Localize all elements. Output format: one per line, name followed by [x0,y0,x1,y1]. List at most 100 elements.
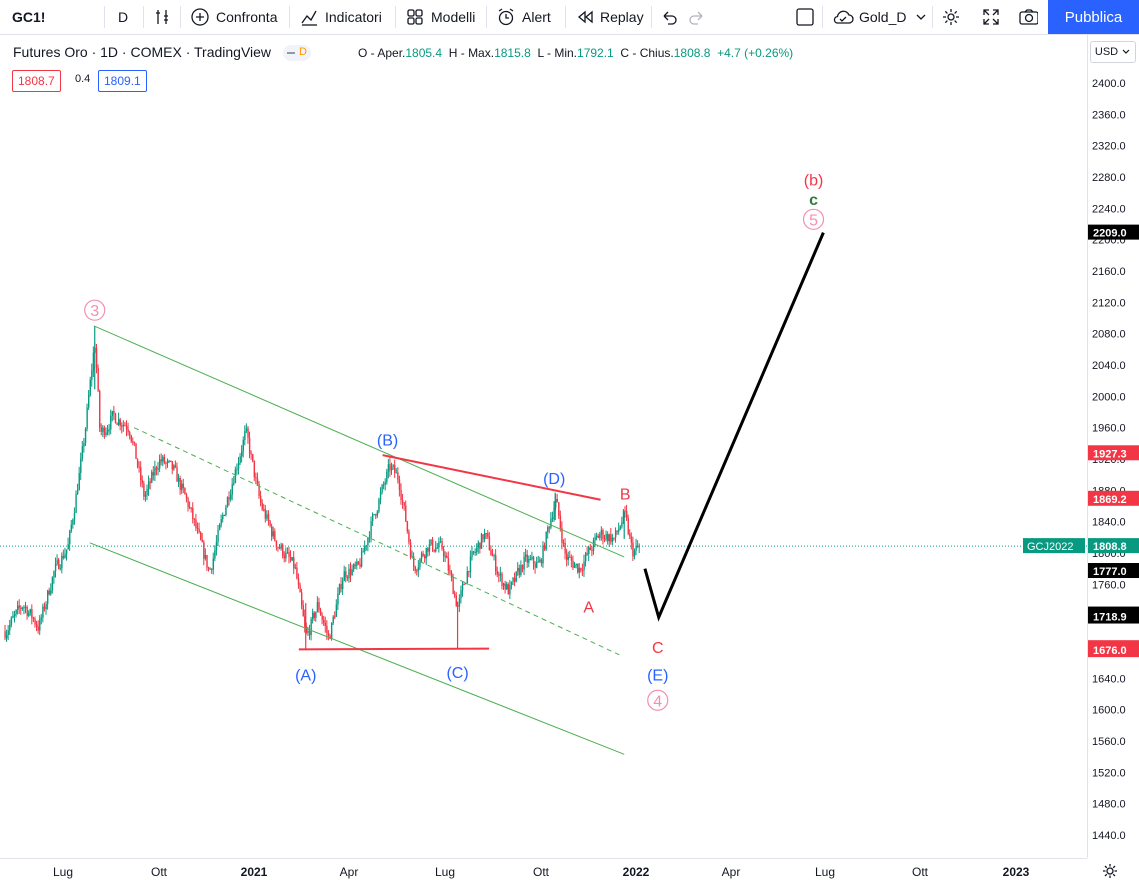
candle-body [111,410,114,417]
candle-body [370,521,372,538]
candle-body [65,549,68,555]
time-tick-label: Ott [151,865,168,879]
candle-body [146,488,148,496]
candle-body [184,487,186,495]
candle-body [248,437,251,454]
candle-body [622,510,625,523]
templates-button[interactable]: Modelli [405,0,475,34]
chevron-down-icon [1122,49,1130,54]
candle-body [594,536,596,541]
candle-body [127,429,129,433]
candle-body [78,473,80,491]
price-tag-label: 2209.0 [1093,228,1127,240]
axis-settings-button[interactable] [1100,861,1120,881]
candle-body [288,552,290,558]
settings-button[interactable] [941,7,961,27]
candle-body [40,617,43,620]
candle-body [286,552,289,554]
sell-price-box[interactable]: 1808.7 [12,70,61,92]
candle-body [362,551,364,553]
candle-body [136,458,139,467]
alarm-clock-icon [498,8,514,26]
candle-body [61,555,63,569]
candle-body [460,590,462,599]
candle-body [384,482,387,485]
candle-body [233,483,235,485]
currency-label: USD [1094,46,1119,58]
layout-name-button[interactable]: Gold_D [831,0,928,34]
candle-body [449,570,451,573]
candle-body [359,563,361,567]
time-axis[interactable]: Lug Ott 2021 Apr Lug Ott 2022 Apr Lug Ott 2023 [0,858,1087,888]
undo-button[interactable] [659,7,679,27]
symbol-button[interactable]: GC1! [12,9,46,25]
redo-icon [689,11,703,25]
replay-button[interactable]: Replay [575,0,644,34]
candle-body [234,469,237,484]
candle-body [411,556,413,558]
candle-body [485,533,487,535]
candle-body [10,617,13,625]
candle-body [256,478,259,485]
candle-body [403,502,405,506]
candle-body [214,550,216,559]
price-chart[interactable]: 3 (A) (B) (C) (D) A B C (E) 4 (b) c 5 GCJ2022 [0,35,1087,858]
candle-body [408,531,410,542]
candle-body [207,567,210,570]
candle-body [168,460,170,462]
candle-body [536,561,538,568]
candle-body [250,453,252,455]
candle-body [542,545,544,564]
candle-body [187,498,189,508]
publish-button[interactable]: Pubblica [1048,0,1139,34]
price-tag-label: 1777.0 [1093,566,1127,578]
candle-body [106,429,109,433]
price-tick-label: 2240.0 [1092,203,1126,215]
candle-body [547,527,549,532]
currency-button[interactable]: USD [1090,41,1136,63]
candle-body [600,530,603,535]
time-tick-label: Lug [53,865,73,879]
indicators-button[interactable]: Indicatori [299,0,382,34]
candle-body [360,551,363,567]
candle-body [218,524,221,530]
layout-select-button[interactable] [795,7,815,27]
time-tick-label: Ott [533,865,550,879]
buy-price-box[interactable]: 1809.1 [98,70,147,92]
price-tag-label: 1927.3 [1093,448,1127,460]
templates-label: Modelli [431,9,476,25]
candle-body [608,534,611,542]
candle-body [188,507,191,509]
fullscreen-button[interactable] [981,7,1001,27]
candle-body [13,614,16,617]
candle-body [346,577,349,579]
ohlc-values: O - Aper.1805.4 H - Max.1815.8 L - Min.1… [358,46,793,60]
alert-button[interactable]: Alert [496,0,551,34]
price-axis-labels: 2400.02360.02320.02280.02240.02200.02160… [1088,78,1139,842]
candle-body [195,519,197,528]
chevron-down-icon [917,14,926,20]
candle-body [297,578,300,585]
candle-body [241,451,243,457]
candle-body [80,458,82,474]
candle-body [603,538,606,540]
snapshot-button[interactable] [1018,7,1038,27]
candle-body [409,541,412,557]
interval-button[interactable]: D [118,9,129,25]
candle-body [371,514,374,522]
market-status-badge[interactable]: D [282,45,311,62]
candle-body [427,547,429,552]
candle-body [512,577,514,582]
price-axis[interactable]: 2400.0 2360.0 2320.0 2280.0 2240.0 2200.0 2160… [1087,35,1139,858]
candle-body [482,534,484,540]
price-tick-label: 2080.0 [1092,329,1126,341]
candle-body [291,557,293,561]
price-tag-label: 1676.0 [1093,645,1127,657]
candle-body [458,598,461,607]
redo-button[interactable] [687,7,707,27]
candle-body [285,553,287,559]
compare-button[interactable]: Confronta [190,0,277,34]
bar-style-button[interactable] [153,0,173,34]
candle-body [616,530,618,532]
candle-body [394,465,396,473]
